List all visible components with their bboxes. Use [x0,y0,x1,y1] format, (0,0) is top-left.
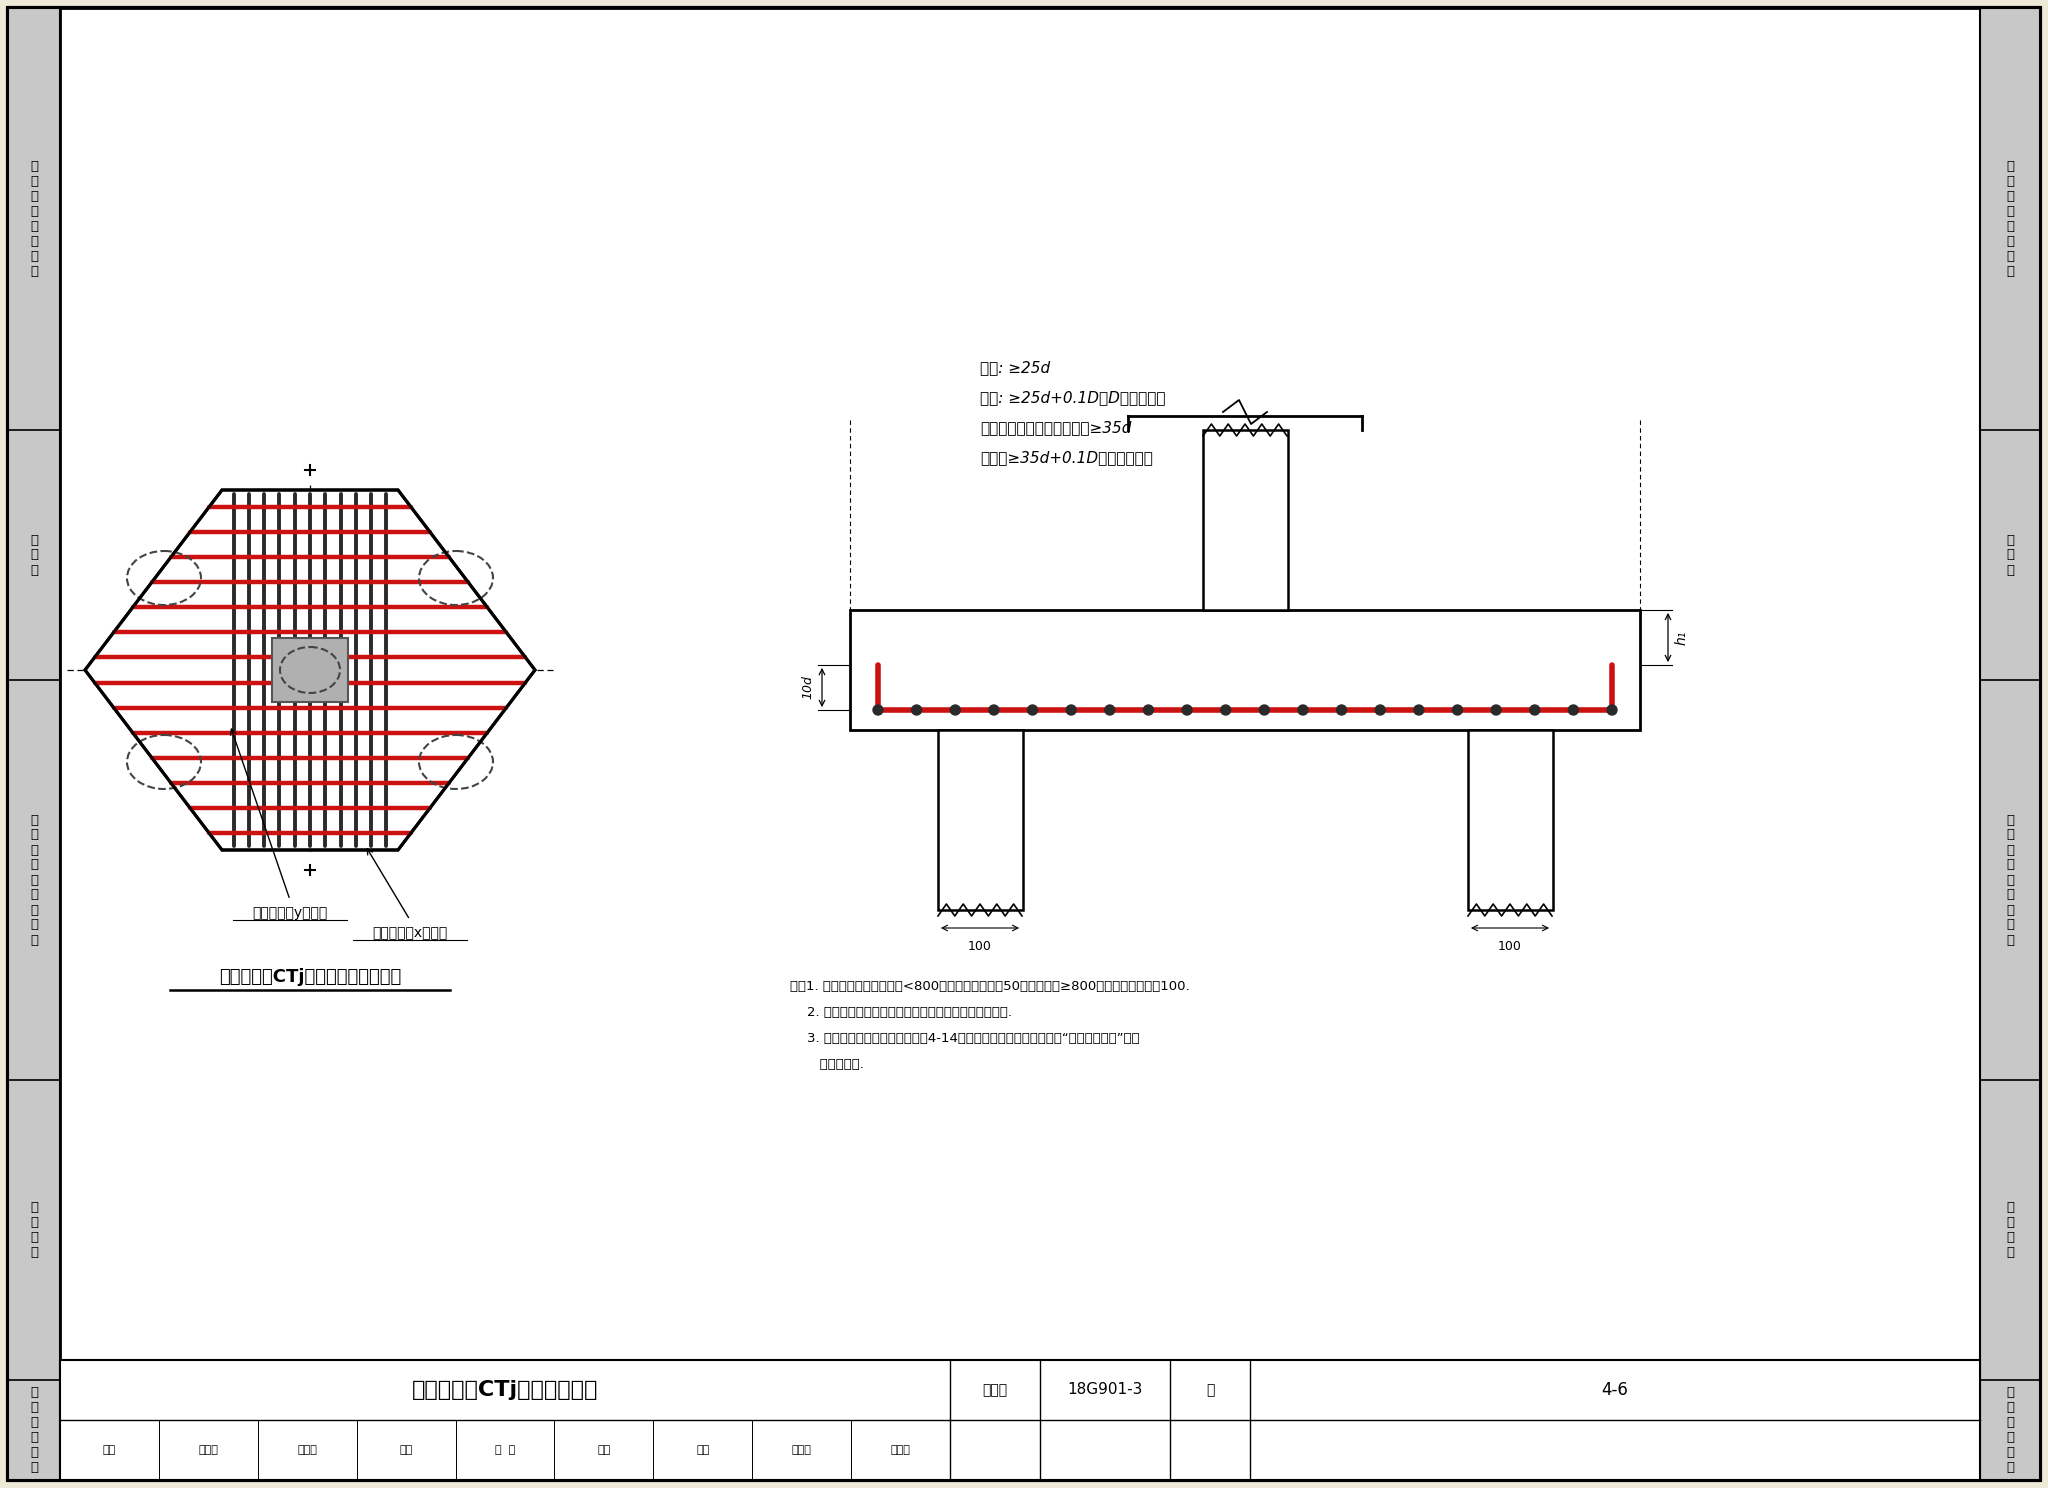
Circle shape [1298,705,1309,716]
Text: 秘蔚: 秘蔚 [598,1445,610,1455]
Circle shape [1569,705,1579,716]
Circle shape [1608,705,1618,716]
Text: 黄金刚: 黄金刚 [297,1445,317,1455]
Circle shape [1374,705,1384,716]
Bar [1202,430,1288,610]
Text: 校对: 校对 [399,1445,414,1455]
Bar [59,1360,1980,1481]
Text: 条
形
基
础
与
筏
形
基
础: 条 形 基 础 与 筏 形 基 础 [2005,814,2013,946]
Circle shape [1530,705,1540,716]
Text: 桩
基
础: 桩 基 础 [2005,534,2013,576]
Circle shape [1067,705,1075,716]
Circle shape [1260,705,1270,716]
Bar [1980,7,2040,1481]
Text: 2. 几何尺寸和配筋按具体结构设计和本图中的构造施工.: 2. 几何尺寸和配筋按具体结构设计和本图中的构造施工. [791,1006,1012,1019]
Text: 设计: 设计 [696,1445,709,1455]
Circle shape [872,705,883,716]
Text: （当伸至端部直段长度方桩≥35d: （当伸至端部直段长度方桩≥35d [981,420,1130,434]
Bar [8,7,59,1481]
Circle shape [1413,705,1423,716]
Text: 独
立
基
础: 独 立 基 础 [2005,1201,2013,1259]
Bar [1468,731,1552,911]
Circle shape [989,705,999,716]
Circle shape [1337,705,1348,716]
Text: 或圆桩≥35d+0.1D时可不弯折）: 或圆桩≥35d+0.1D时可不弯折） [981,449,1153,464]
Text: 独
立
基
础: 独 立 基 础 [31,1201,39,1259]
Text: 3. 桩与承台的连接详见本图集第4-14页，柱插筋构造详见本图集的“一般构造要求”部分: 3. 桩与承台的连接详见本图集第4-14页，柱插筋构造详见本图集的“一般构造要求… [791,1033,1139,1045]
Text: 林  蔚: 林 蔚 [496,1445,516,1455]
Text: 与
基
础
有
关
的
构
造: 与 基 础 有 关 的 构 造 [31,161,39,278]
Text: 图集号: 图集号 [983,1382,1008,1397]
Circle shape [1104,705,1114,716]
Text: 王怀元: 王怀元 [793,1445,811,1455]
Text: 审核: 审核 [102,1445,117,1455]
Circle shape [1143,705,1153,716]
Circle shape [950,705,961,716]
Text: 100: 100 [1497,940,1522,952]
Text: 100: 100 [969,940,991,952]
Text: 10d: 10d [801,676,815,699]
Text: 六边形承台CTj钢筋排布构造（一）: 六边形承台CTj钢筋排布构造（一） [219,969,401,987]
Text: 六边形承台x向配筋: 六边形承台x向配筋 [373,926,449,940]
Text: 注：1. 当桩直径或桩截面边长<800时，桩顶嵌入承台50；当桩直径≥800时，桩顶嵌入承台100.: 注：1. 当桩直径或桩截面边长<800时，桩顶嵌入承台50；当桩直径≥800时，… [791,981,1190,992]
Text: 王怀元: 王怀元 [891,1445,911,1455]
Bar [272,638,348,702]
Text: 与
基
础
有
关
的
构
造: 与 基 础 有 关 的 构 造 [2005,161,2013,278]
Circle shape [1028,705,1038,716]
Text: 圆桩: ≥25d+0.1D，D为圆桩直径: 圆桩: ≥25d+0.1D，D为圆桩直径 [981,390,1165,405]
Circle shape [1491,705,1501,716]
Circle shape [1221,705,1231,716]
Text: 一
般
构
造
要
求: 一 般 构 造 要 求 [31,1385,39,1475]
Text: 六边形承台y向配筋: 六边形承台y向配筋 [252,906,328,920]
Text: 六边形承台CTj钢筋排布构造: 六边形承台CTj钢筋排布构造 [412,1379,598,1400]
Text: 18G901-3: 18G901-3 [1067,1382,1143,1397]
Circle shape [911,705,922,716]
Text: 黄志刚: 黄志刚 [199,1445,219,1455]
Polygon shape [86,490,535,850]
Text: 一
般
构
造
要
求: 一 般 构 造 要 求 [2005,1385,2013,1475]
Text: 桩
基
础: 桩 基 础 [31,534,39,576]
Circle shape [1452,705,1462,716]
Text: 条
形
基
础
与
筏
形
基
础: 条 形 基 础 与 筏 形 基 础 [31,814,39,946]
Text: 页: 页 [1206,1382,1214,1397]
Text: 4-6: 4-6 [1602,1381,1628,1399]
Bar [850,610,1640,731]
Circle shape [1182,705,1192,716]
Text: 方桩: ≥25d: 方桩: ≥25d [981,360,1051,375]
Bar [938,731,1024,911]
Text: h₁: h₁ [1675,631,1690,644]
Text: 的有关详图.: 的有关详图. [791,1058,864,1071]
